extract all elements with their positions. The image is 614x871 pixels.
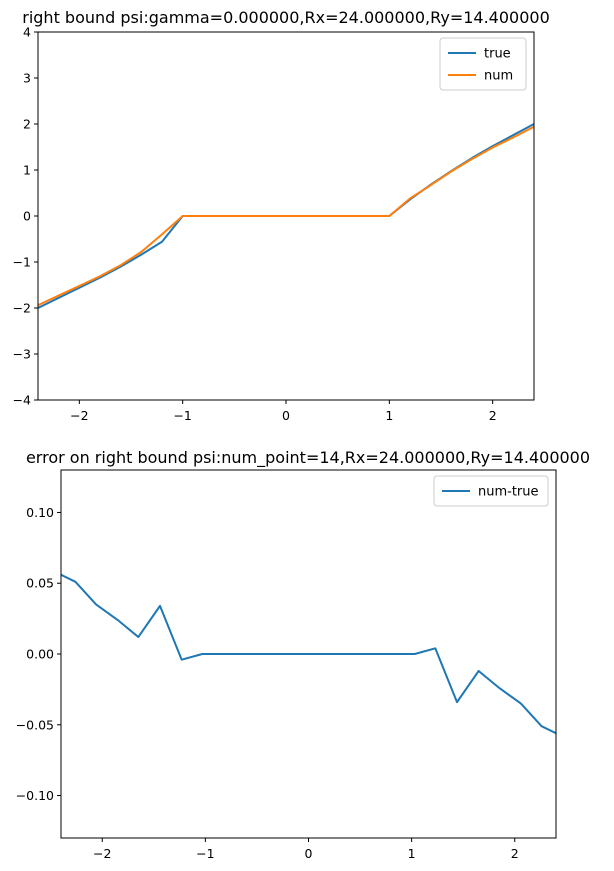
- y-tick-label: −4: [13, 393, 31, 408]
- legend-label-num-true: num-true: [478, 485, 539, 500]
- chart-title: error on right bound psi:num_point=14,Rx…: [26, 448, 590, 468]
- y-tick-label: 0.00: [26, 647, 54, 662]
- y-tick-label: 0.10: [26, 505, 54, 520]
- x-tick-label: −1: [173, 408, 191, 423]
- y-tick-label: 3: [23, 71, 31, 86]
- legend: true num: [440, 38, 526, 90]
- y-tick-label: −0.05: [16, 717, 54, 732]
- x-tick-label: 0: [282, 408, 290, 423]
- y-tick-label: −0.10: [16, 788, 54, 803]
- bottom-chart: error on right bound psi:num_point=14,Rx…: [16, 448, 590, 861]
- x-tick-label: 2: [511, 846, 519, 861]
- x-tick-label: 0: [305, 846, 313, 861]
- legend: num-true: [434, 476, 548, 506]
- chart-title: right bound psi:gamma=0.000000,Rx=24.000…: [22, 8, 550, 27]
- y-tick-label: −3: [13, 347, 31, 362]
- top-chart: right bound psi:gamma=0.000000,Rx=24.000…: [13, 8, 550, 423]
- series-group: [61, 575, 556, 734]
- x-tick-label: 2: [489, 408, 497, 423]
- legend-label-num: num: [484, 69, 513, 84]
- series-line-num: [38, 127, 534, 305]
- series-group: [38, 124, 534, 308]
- y-tick-label: 0.05: [26, 576, 54, 591]
- y-tick-label: 2: [23, 117, 31, 132]
- series-line-num-true: [61, 575, 556, 734]
- x-tick-label: 1: [408, 846, 416, 861]
- y-tick-label: −1: [13, 255, 31, 270]
- y-tick-label: 0: [23, 209, 31, 224]
- x-tick-label: −2: [93, 846, 111, 861]
- legend-label-true: true: [484, 47, 511, 62]
- x-tick-label: −1: [196, 846, 214, 861]
- x-tick-label: −2: [70, 408, 88, 423]
- x-tick-label: 1: [385, 408, 393, 423]
- y-tick-label: 4: [23, 25, 31, 40]
- y-tick-label: −2: [13, 301, 31, 316]
- y-tick-label: 1: [23, 163, 31, 178]
